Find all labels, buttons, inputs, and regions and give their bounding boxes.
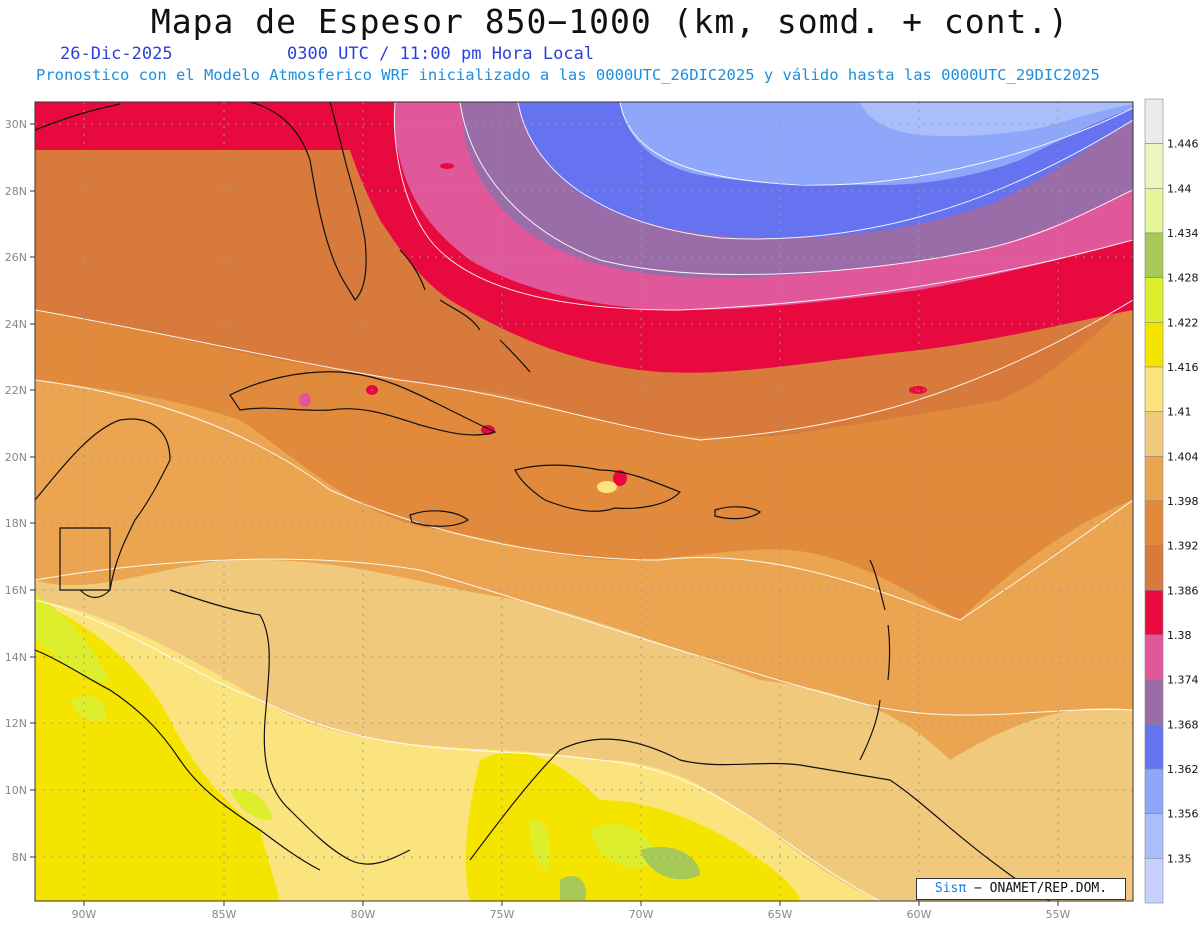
colorbar-tick-label: 1.362 bbox=[1167, 763, 1199, 776]
colorbar-tick-label: 1.44 bbox=[1167, 182, 1192, 195]
colorbar-tick-label: 1.35 bbox=[1167, 852, 1192, 865]
colorbar-tick-label: 1.38 bbox=[1167, 629, 1192, 642]
colorbar-tick-label: 1.422 bbox=[1167, 316, 1199, 329]
colorbar-swatch bbox=[1144, 456, 1164, 502]
shaded-thickness-field bbox=[35, 102, 1133, 901]
lon-label: 90W bbox=[72, 908, 97, 921]
colorbar-tick-label: 1.392 bbox=[1167, 540, 1199, 553]
colorbar-swatch bbox=[1144, 634, 1164, 680]
model-description: Pronostico con el Modelo Atmosferico WRF… bbox=[36, 66, 1100, 84]
colorbar-swatch bbox=[1144, 590, 1164, 636]
lat-lon-grid bbox=[35, 102, 1133, 901]
lon-label: 60W bbox=[907, 908, 932, 921]
lat-label: 24N bbox=[5, 318, 27, 331]
colorbar-tick-label: 1.416 bbox=[1167, 361, 1199, 374]
colorbar-swatch bbox=[1144, 277, 1164, 323]
colorbar-swatch bbox=[1144, 724, 1164, 770]
colorbar-labels: 1.446 1.44 1.434 1.428 1.422 1.416 1.41 1.404 1.… bbox=[1167, 138, 1199, 866]
colorbar-tick-label: 1.398 bbox=[1167, 495, 1199, 508]
colorbar-swatch bbox=[1144, 813, 1164, 859]
colorbar-tick-label: 1.368 bbox=[1167, 718, 1199, 731]
lat-label: 10N bbox=[5, 784, 27, 797]
colorbar-tick-label: 1.386 bbox=[1167, 584, 1199, 597]
colorbar-swatch bbox=[1144, 143, 1164, 189]
lon-label: 65W bbox=[768, 908, 793, 921]
credit-text: − ONAMET/REP.DOM. bbox=[974, 881, 1108, 896]
colorbar-tick-label: 1.428 bbox=[1167, 272, 1199, 285]
lon-label: 55W bbox=[1046, 908, 1071, 921]
lat-label: 14N bbox=[5, 651, 27, 664]
colorbar-swatch bbox=[1144, 232, 1164, 278]
colorbar-swatch bbox=[1144, 366, 1164, 412]
credit-box: Sisπ − ONAMET/REP.DOM. bbox=[916, 878, 1126, 900]
lon-label: 75W bbox=[490, 908, 515, 921]
lat-label: 12N bbox=[5, 717, 27, 730]
colorbar-tick-label: 1.41 bbox=[1167, 406, 1192, 419]
lat-label: 30N bbox=[5, 118, 27, 131]
lat-label: 22N bbox=[5, 384, 27, 397]
lat-label: 16N bbox=[5, 584, 27, 597]
forecast-time: 0300 UTC / 11:00 pm Hora Local bbox=[287, 44, 595, 64]
lon-label: 85W bbox=[212, 908, 237, 921]
colorbar-swatch bbox=[1144, 545, 1164, 591]
colorbar-tick-label: 1.446 bbox=[1167, 138, 1199, 151]
lat-label: 20N bbox=[5, 451, 27, 464]
coastlines bbox=[35, 102, 1051, 901]
colorbar-tick-label: 1.356 bbox=[1167, 808, 1199, 821]
forecast-date: 26-Dic-2025 bbox=[60, 44, 173, 64]
plot-frame bbox=[34, 101, 1134, 902]
colorbar-tick-label: 1.434 bbox=[1167, 227, 1199, 240]
colorbar-swatch bbox=[1144, 858, 1164, 904]
lat-label: 28N bbox=[5, 185, 27, 198]
lon-label: 80W bbox=[351, 908, 376, 921]
lat-label: 18N bbox=[5, 517, 27, 530]
colorbar-swatch bbox=[1144, 500, 1164, 546]
colorbar-tick-label: 1.404 bbox=[1167, 450, 1199, 463]
lat-label: 26N bbox=[5, 251, 27, 264]
colorbar-tick-label: 1.374 bbox=[1167, 674, 1199, 687]
colorbar bbox=[1144, 98, 1164, 904]
colorbar-swatch bbox=[1144, 188, 1164, 234]
colorbar-swatch bbox=[1144, 768, 1164, 814]
map-title: Mapa de Espesor 850−1000 (km, somd. + co… bbox=[150, 2, 1070, 41]
colorbar-swatch bbox=[1144, 411, 1164, 457]
lat-label: 8N bbox=[12, 851, 27, 864]
colorbar-swatch bbox=[1144, 322, 1164, 368]
colorbar-swatch bbox=[1144, 679, 1164, 725]
credit-brand: Sisπ bbox=[934, 881, 967, 896]
colorbar-swatch bbox=[1144, 98, 1164, 144]
lon-label: 70W bbox=[629, 908, 654, 921]
